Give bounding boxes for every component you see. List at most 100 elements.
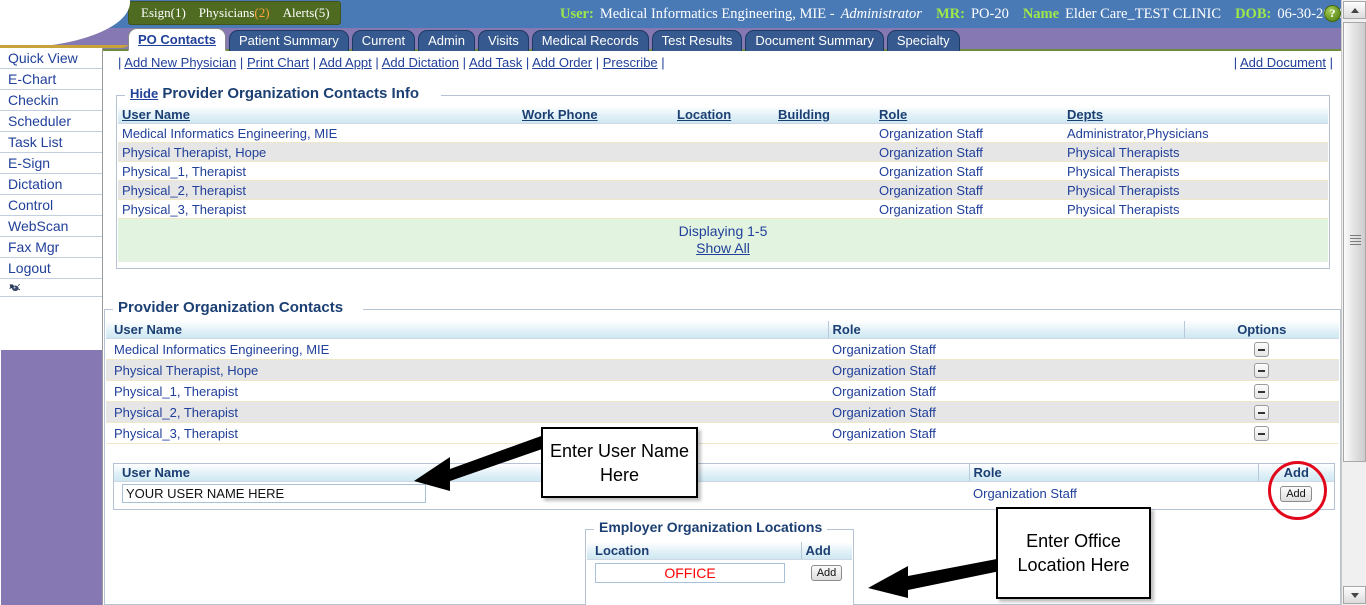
cell-user-name: Physical_3, Therapist <box>118 199 518 219</box>
vertical-scrollbar[interactable] <box>1341 0 1366 605</box>
minus-icon[interactable] <box>1254 426 1269 442</box>
cell-user-name[interactable]: Medical Informatics Engineering, MIE <box>106 338 828 360</box>
col-role: Role <box>968 464 1258 482</box>
table-row[interactable]: Medical Informatics Engineering, MIE Org… <box>118 123 1328 143</box>
add-role-value: Organization Staff <box>973 486 1077 502</box>
sidebar-item-quick-view[interactable]: Quick View <box>0 48 102 69</box>
link-sep: | <box>118 55 122 70</box>
cell-work-phone <box>518 161 673 181</box>
sidebar-item-e-chart[interactable]: E-Chart <box>0 69 102 90</box>
alerts-notification[interactable]: Alerts(5) <box>283 5 330 21</box>
tab-po-contacts[interactable]: PO Contacts <box>128 28 227 51</box>
cell-role: Organization Staff <box>875 161 1063 181</box>
tab-admin[interactable]: Admin <box>418 30 475 51</box>
sidebar-item-dictation[interactable]: Dictation <box>0 174 102 195</box>
esign-notification[interactable]: Esign(1) <box>141 5 186 21</box>
print-chart-link[interactable]: Print Chart <box>246 55 310 70</box>
main-content: | Add New Physician | Print Chart | Add … <box>104 51 1341 605</box>
col-depts[interactable]: Depts <box>1063 106 1328 124</box>
table-row[interactable]: Physical_1, Therapist Organization Staff… <box>118 161 1328 181</box>
add-order-link[interactable]: Add Order <box>532 55 593 70</box>
name-label: Name <box>1022 5 1060 22</box>
cell-user-name: Physical_1, Therapist <box>118 161 518 181</box>
sidebar-item-logout[interactable]: Logout <box>0 258 102 279</box>
esign-label: Esign <box>141 5 171 20</box>
add-contact-row: Organization Staff Add <box>114 482 1334 506</box>
col-user-name[interactable]: User Name <box>118 106 518 124</box>
cell-depts: Physical Therapists <box>1063 180 1328 200</box>
table-row[interactable]: Physical_1, Therapist Organization Staff <box>106 380 1339 402</box>
hide-link[interactable]: Hide <box>130 86 159 101</box>
add-new-physician-link[interactable]: Add New Physician <box>124 55 237 70</box>
col-building[interactable]: Building <box>774 106 875 124</box>
table-row[interactable]: Physical_2, Therapist Organization Staff <box>106 401 1339 423</box>
minus-icon[interactable] <box>1254 363 1269 379</box>
add-location-row: Add <box>587 560 852 586</box>
sidebar-item-bug[interactable] <box>0 279 102 297</box>
minus-icon[interactable] <box>1254 405 1269 421</box>
add-contact-table: User Name Role Add Organization Staff <box>114 464 1334 506</box>
physicians-notification[interactable]: Physicians(2) <box>199 5 270 21</box>
link-sep: | <box>1233 55 1238 70</box>
contacts-info-section: Hide Provider Organization Contacts Info… <box>116 85 1330 269</box>
scrollbar-grip-icon <box>1350 235 1361 245</box>
cell-depts: Physical Therapists <box>1063 161 1328 181</box>
table-row[interactable]: Physical_3, Therapist Organization Staff… <box>118 199 1328 219</box>
cell-depts: Administrator,Physicians <box>1063 123 1328 143</box>
notification-pill-group: Esign(1) Physicians(2) Alerts(5) <box>128 1 341 25</box>
table-row[interactable]: Physical_3, Therapist Organization Staff <box>106 422 1339 444</box>
add-task-link[interactable]: Add Task <box>468 55 523 70</box>
tab-specialty[interactable]: Specialty <box>886 30 960 51</box>
sidebar-item-task-list[interactable]: Task List <box>0 132 102 153</box>
scrollbar-thumb[interactable] <box>1343 22 1366 462</box>
cell-work-phone <box>518 123 673 143</box>
cell-user-name[interactable]: Physical Therapist, Hope <box>106 359 828 381</box>
cell-user-name[interactable]: Physical_1, Therapist <box>106 380 828 402</box>
prescribe-link[interactable]: Prescribe <box>602 55 658 70</box>
table-row[interactable]: Medical Informatics Engineering, MIE Org… <box>106 338 1339 360</box>
cell-building <box>774 180 875 200</box>
sidebar-item-checkin[interactable]: Checkin <box>0 90 102 111</box>
col-location[interactable]: Location <box>673 106 774 124</box>
cell-building <box>774 199 875 219</box>
cell-location <box>673 199 774 219</box>
add-location-button[interactable]: Add <box>810 565 843 582</box>
col-work-phone[interactable]: Work Phone <box>518 106 673 124</box>
caret-down-icon <box>1350 592 1359 598</box>
show-all-link[interactable]: Show All <box>696 240 750 256</box>
table-header-row: User Name Role Add <box>114 464 1334 482</box>
tab-current[interactable]: Current <box>351 30 416 51</box>
col-role[interactable]: Role <box>875 106 1063 124</box>
sidebar-item-scheduler[interactable]: Scheduler <box>0 111 102 132</box>
cell-role: Organization Staff <box>875 180 1063 200</box>
scroll-down-button[interactable] <box>1343 586 1366 604</box>
table-row[interactable]: Physical_2, Therapist Organization Staff… <box>118 180 1328 200</box>
table-row[interactable]: Physical Therapist, Hope Organization St… <box>106 359 1339 381</box>
sidebar-item-fax-mgr[interactable]: Fax Mgr <box>0 237 102 258</box>
location-input[interactable] <box>595 562 785 583</box>
tab-document-summary[interactable]: Document Summary <box>745 30 884 51</box>
tab-medical-records[interactable]: Medical Records <box>531 30 649 51</box>
tab-patient-summary[interactable]: Patient Summary <box>229 30 349 51</box>
sidebar-item-webscan[interactable]: WebScan <box>0 216 102 237</box>
add-dictation-link[interactable]: Add Dictation <box>381 55 460 70</box>
tab-test-results[interactable]: Test Results <box>651 30 743 51</box>
add-document-link[interactable]: Add Document <box>1239 55 1326 70</box>
cell-building <box>774 123 875 143</box>
user-value: Medical Informatics Engineering, MIE - <box>599 5 835 22</box>
sidebar-item-control[interactable]: Control <box>0 195 102 216</box>
sidebar-item-e-sign[interactable]: E-Sign <box>0 153 102 174</box>
minus-icon[interactable] <box>1254 342 1269 358</box>
col-location: Location <box>587 542 801 560</box>
add-appt-link[interactable]: Add Appt <box>319 55 372 70</box>
scroll-up-button[interactable] <box>1343 1 1366 19</box>
tab-strip: PO Contacts Patient Summary Current Admi… <box>0 28 1341 51</box>
cell-location <box>673 180 774 200</box>
help-icon[interactable]: ? <box>1324 5 1341 22</box>
minus-icon[interactable] <box>1254 384 1269 400</box>
tab-visits[interactable]: Visits <box>477 30 529 51</box>
table-row[interactable]: Physical Therapist, Hope Organization St… <box>118 142 1328 162</box>
cell-user-name[interactable]: Physical_2, Therapist <box>106 401 828 423</box>
user-name-input[interactable] <box>122 484 426 504</box>
